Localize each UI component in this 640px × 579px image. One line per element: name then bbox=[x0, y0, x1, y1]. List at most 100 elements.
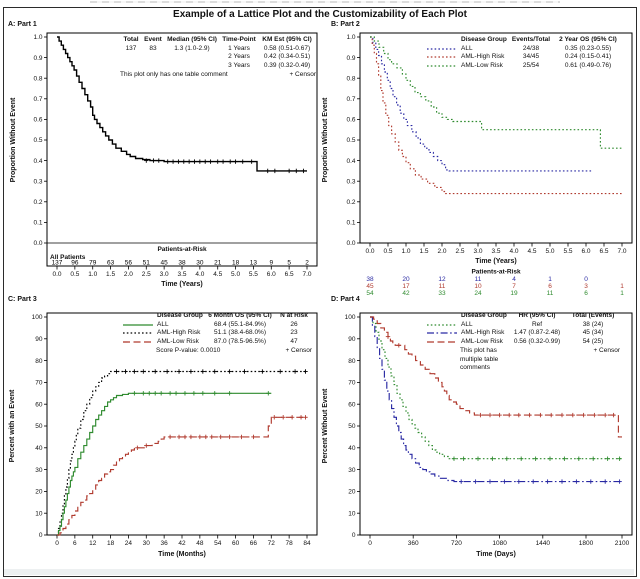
svg-text:20: 20 bbox=[35, 489, 43, 496]
legend-row: ALL 68.4 (55.1-84.9%) 26 bbox=[120, 321, 312, 330]
svg-text:45: 45 bbox=[161, 260, 169, 267]
svg-text:9: 9 bbox=[269, 260, 273, 267]
svg-text:5.0: 5.0 bbox=[231, 271, 240, 278]
svg-text:54: 54 bbox=[214, 540, 222, 547]
svg-text:11: 11 bbox=[547, 290, 554, 297]
legend-cell: 1 Years bbox=[228, 44, 250, 52]
svg-text:78: 78 bbox=[286, 540, 294, 547]
panel-d-xlabel: Time (Days) bbox=[476, 551, 516, 558]
svg-text:96: 96 bbox=[71, 260, 79, 267]
bottom-band bbox=[4, 569, 634, 575]
svg-text:0.4: 0.4 bbox=[346, 158, 355, 165]
svg-text:60: 60 bbox=[35, 401, 43, 408]
svg-text:2.5: 2.5 bbox=[142, 271, 151, 278]
legend-footer: This plot has multiple table comments + C… bbox=[424, 347, 620, 373]
legend-cell: 137 bbox=[125, 44, 137, 52]
legend-cell: Total bbox=[123, 36, 139, 43]
svg-text:0.8: 0.8 bbox=[33, 75, 42, 82]
svg-text:21: 21 bbox=[214, 260, 222, 267]
svg-text:0.5: 0.5 bbox=[33, 137, 42, 144]
svg-text:0.2: 0.2 bbox=[346, 199, 355, 206]
legend-row: ALL Ref 38 (24) bbox=[424, 321, 620, 330]
panel-a-ylabel: Proportion Without Event bbox=[10, 97, 17, 183]
svg-text:0.1: 0.1 bbox=[33, 220, 42, 227]
panel-d-plot: 0 10 20 30 40 50 60 70 80 90 100 0 360 720 1080 1440 180… bbox=[345, 312, 633, 547]
legend-header-row: Disease Group 6 Month OS (95% CI) N at Ris… bbox=[120, 312, 312, 321]
svg-text:1440: 1440 bbox=[536, 540, 551, 547]
svg-text:51: 51 bbox=[143, 260, 151, 267]
svg-text:0: 0 bbox=[55, 540, 59, 547]
svg-text:80: 80 bbox=[348, 358, 356, 365]
svg-text:0.7: 0.7 bbox=[346, 96, 355, 103]
svg-text:70: 70 bbox=[35, 380, 43, 387]
svg-text:38: 38 bbox=[366, 276, 374, 283]
legend-cell: ALL bbox=[461, 44, 473, 52]
svg-text:20: 20 bbox=[348, 489, 356, 496]
svg-text:0.5: 0.5 bbox=[383, 248, 392, 255]
legend-row: AML-Low Risk 87.0 (78.5-96.5%) 47 bbox=[120, 338, 312, 347]
legend-cell: 47 bbox=[290, 337, 298, 345]
svg-text:7.0: 7.0 bbox=[302, 271, 311, 278]
svg-text:17: 17 bbox=[402, 283, 410, 290]
svg-text:72: 72 bbox=[268, 540, 276, 547]
svg-text:60: 60 bbox=[348, 401, 356, 408]
svg-text:4.5: 4.5 bbox=[527, 248, 536, 255]
svg-text:360: 360 bbox=[408, 540, 419, 547]
svg-text:90: 90 bbox=[35, 336, 43, 343]
svg-text:4.0: 4.0 bbox=[195, 271, 204, 278]
svg-text:60: 60 bbox=[232, 540, 240, 547]
cropped-text-remnant bbox=[90, 1, 560, 3]
legend-cell: 34/45 bbox=[522, 53, 540, 60]
svg-text:100: 100 bbox=[32, 314, 43, 321]
svg-text:1: 1 bbox=[548, 276, 552, 283]
svg-text:0.2: 0.2 bbox=[33, 199, 42, 206]
legend-cell: AML-Low Risk bbox=[157, 337, 199, 345]
svg-text:50: 50 bbox=[35, 423, 43, 430]
panel-c-legend-table: Disease Group 6 Month OS (95% CI) N at Ris… bbox=[120, 312, 312, 356]
svg-text:12: 12 bbox=[89, 540, 97, 547]
svg-text:11: 11 bbox=[439, 283, 446, 290]
panel-d-label: D: Part 4 bbox=[331, 296, 360, 303]
svg-text:2.0: 2.0 bbox=[437, 248, 446, 255]
legend-line-swatch bbox=[427, 332, 457, 334]
svg-text:0.0: 0.0 bbox=[346, 240, 355, 247]
svg-text:1.5: 1.5 bbox=[106, 271, 115, 278]
svg-text:6.5: 6.5 bbox=[285, 271, 294, 278]
svg-text:6.5: 6.5 bbox=[599, 248, 608, 255]
legend-cell: Disease Group bbox=[461, 36, 507, 43]
svg-text:0.9: 0.9 bbox=[33, 55, 42, 62]
legend-line-swatch bbox=[427, 324, 457, 326]
svg-text:2.5: 2.5 bbox=[455, 248, 464, 255]
svg-text:70: 70 bbox=[348, 380, 356, 387]
svg-text:66: 66 bbox=[250, 540, 258, 547]
legend-row: 2 Years 0.42 (0.34-0.51) bbox=[120, 53, 316, 62]
svg-text:6.0: 6.0 bbox=[581, 248, 590, 255]
legend-row: AML-Low Risk 25/54 0.61 (0.49-0.76) bbox=[424, 62, 622, 71]
legend-cell: Disease Group bbox=[461, 312, 507, 319]
svg-text:1.0: 1.0 bbox=[401, 248, 410, 255]
svg-text:30: 30 bbox=[143, 540, 151, 547]
svg-text:0.3: 0.3 bbox=[33, 178, 42, 185]
svg-text:10: 10 bbox=[474, 283, 482, 290]
legend-cell: 2 Year OS (95% CI) bbox=[559, 36, 617, 43]
svg-text:48: 48 bbox=[196, 540, 204, 547]
svg-text:20: 20 bbox=[402, 276, 410, 283]
svg-text:0.0: 0.0 bbox=[365, 248, 374, 255]
svg-text:0.4: 0.4 bbox=[33, 158, 42, 165]
legend-row: AML-High Risk 51.1 (38.4-68.0%) 23 bbox=[120, 329, 312, 338]
panel-c-xlabel: Time (Months) bbox=[158, 551, 206, 558]
legend-cell: HR (95% CI) bbox=[518, 312, 556, 319]
censor-marker-note: + Censor bbox=[593, 347, 620, 354]
legend-line-swatch bbox=[427, 65, 457, 67]
svg-text:5.5: 5.5 bbox=[249, 271, 258, 278]
legend-line-swatch bbox=[123, 341, 153, 343]
legend-cell: 0.42 (0.34-0.51) bbox=[263, 53, 311, 60]
svg-text:0: 0 bbox=[352, 532, 356, 539]
svg-text:3.5: 3.5 bbox=[177, 271, 186, 278]
svg-text:1080: 1080 bbox=[492, 540, 507, 547]
svg-text:7.0: 7.0 bbox=[617, 248, 626, 255]
svg-text:24: 24 bbox=[125, 540, 133, 547]
svg-text:5.5: 5.5 bbox=[563, 248, 572, 255]
svg-text:38: 38 bbox=[178, 260, 186, 267]
